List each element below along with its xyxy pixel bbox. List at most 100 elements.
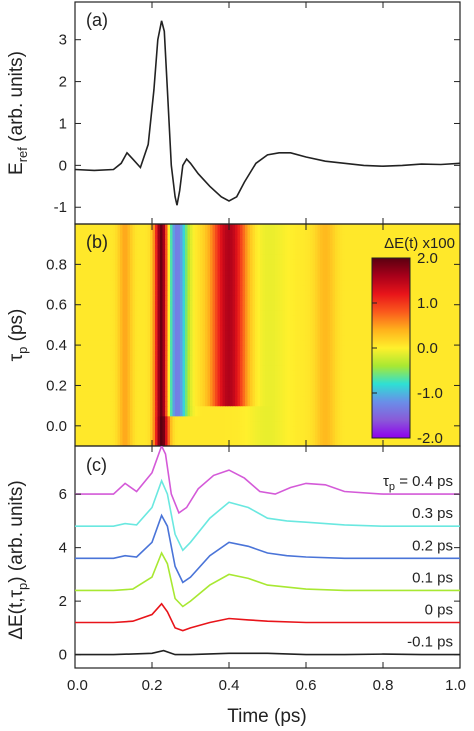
heatmap-cell [92,314,96,321]
heatmap-cell [117,395,121,402]
heatmap-cell [105,400,109,407]
heatmap-cell [342,355,346,361]
heatmap-cell [247,340,251,346]
heatmap-cell [315,340,319,346]
heatmap-cell [157,304,161,311]
heatmap-cell [425,385,429,392]
heatmap-cell [187,284,191,291]
heatmap-cell [90,289,94,296]
heatmap-cell [265,375,269,382]
heatmap-cell [347,435,351,442]
heatmap-cell [257,329,261,336]
heatmap-cell [310,355,314,361]
heatmap-cell [292,289,296,296]
heatmap-cell [412,385,416,392]
heatmap-cell [227,350,231,356]
heatmap-cell [257,400,261,407]
heatmap-cell [310,365,314,371]
heatmap-cell [252,370,256,376]
heatmap-cell [412,309,416,316]
heatmap-cell [155,360,159,366]
heatmap-cell [427,319,431,326]
heatmap-cell [80,420,84,427]
heatmap-cell [197,340,201,346]
heatmap-cell [290,319,294,326]
heatmap-cell [102,319,106,326]
heatmap-cell [415,299,419,306]
heatmap-cell [112,405,116,412]
heatmap-cell [205,350,209,356]
heatmap-cell [102,405,106,412]
heatmap-cell [345,304,349,311]
heatmap-cell [180,395,184,402]
heatmap-cell [317,309,321,316]
heatmap-cell [287,395,291,402]
heatmap-cell [140,420,144,427]
heatmap-cell [250,329,254,336]
heatmap-cell [442,390,446,397]
heatmap-cell [80,400,84,407]
heatmap-cell [220,440,224,446]
heatmap-cell [455,425,459,432]
heatmap-cell [350,284,354,291]
heatmap-cell [177,279,181,286]
heatmap-cell [137,440,141,446]
heatmap-cell [325,360,329,366]
heatmap-cell [117,375,121,382]
heatmap-cell [310,340,314,346]
heatmap-cell [85,370,89,376]
heatmap-cell [277,380,281,387]
heatmap-cell [332,390,336,397]
heatmap-cell [315,415,319,422]
heatmap-cell [235,345,239,351]
heatmap-cell [352,385,356,392]
heatmap-cell [175,365,179,371]
heatmap-cell [332,319,336,326]
heatmap-cell [202,335,206,341]
heatmap-cell [240,430,244,437]
heatmap-cell [197,279,201,286]
heatmap-cell [112,299,116,306]
heatmap-cell [97,279,101,286]
heatmap-cell [155,390,159,397]
heatmap-cell [250,375,254,382]
heatmap-cell [230,304,234,311]
heatmap-cell [295,319,299,326]
heatmap-cell [385,435,389,442]
heatmap-cell [132,350,136,356]
heatmap-cell [202,385,206,392]
heatmap-cell [135,435,139,442]
heatmap-cell [262,319,266,326]
heatmap-cell [352,395,356,402]
heatmap-cell [332,415,336,422]
heatmap-cell [95,365,99,371]
heatmap-cell [77,420,81,427]
heatmap-cell [420,294,424,301]
heatmap-cell [337,430,341,437]
heatmap-cell [427,435,431,442]
heatmap-cell [230,425,234,432]
heatmap-cell [350,350,354,356]
heatmap-cell [182,435,186,442]
heatmap-cell [445,365,449,371]
heatmap-cell [420,284,424,291]
heatmap-cell [260,284,264,291]
heatmap-cell [337,289,341,296]
heatmap-cell [100,309,104,316]
heatmap-cell [362,294,366,301]
heatmap-cell [157,440,161,446]
heatmap-cell [90,350,94,356]
heatmap-cell [147,294,151,301]
heatmap-cell [297,324,301,331]
heatmap-cell [360,360,364,366]
heatmap-cell [267,405,271,412]
heatmap-cell [247,324,251,331]
heatmap-cell [150,289,154,296]
heatmap-cell [147,370,151,376]
heatmap-cell [172,435,176,442]
heatmap-cell [275,430,279,437]
heatmap-cell [292,355,296,361]
heatmap-cell [317,400,321,407]
heatmap-cell [265,324,269,331]
heatmap-cell [232,355,236,361]
